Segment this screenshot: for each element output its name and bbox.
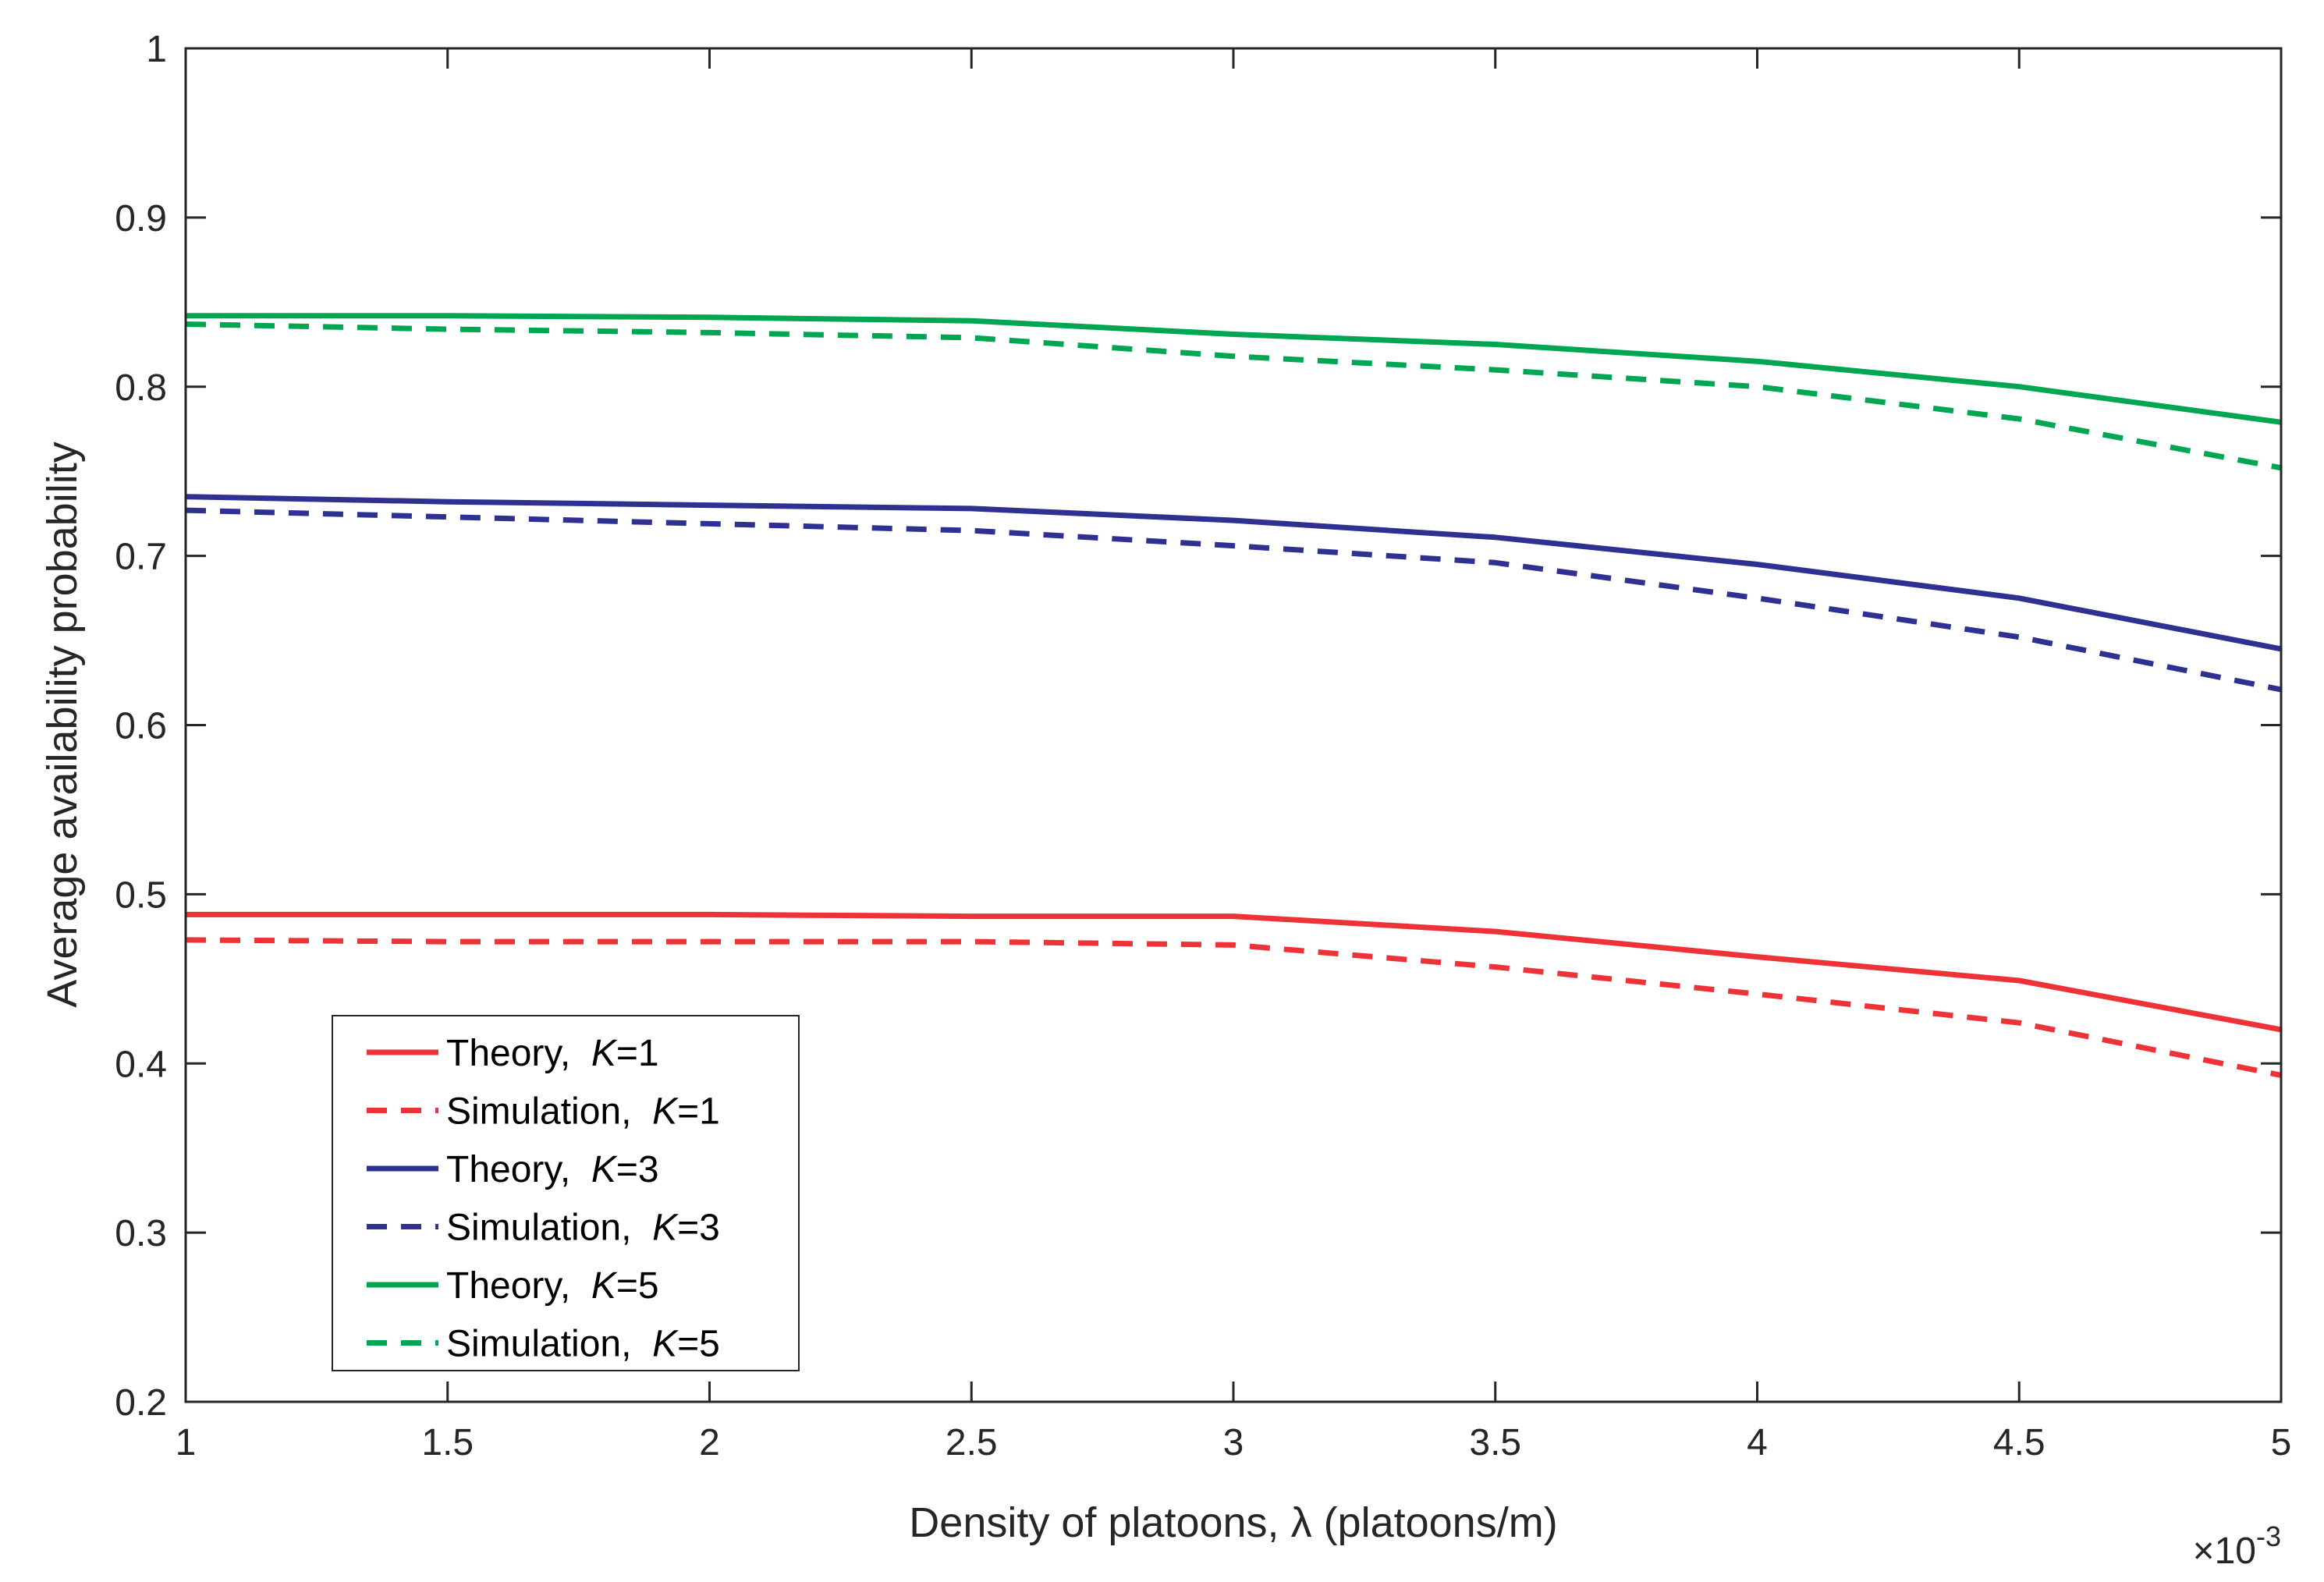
legend-k-symbol: K xyxy=(591,1265,618,1307)
y-tick-labels: 0.2 0.3 0.4 0.5 0.6 0.7 0.8 0.9 1 xyxy=(115,29,167,1424)
legend-separator: , xyxy=(560,1149,591,1190)
legend-k-number: 3 xyxy=(699,1208,720,1249)
legend-k-number: 3 xyxy=(638,1149,659,1190)
y-axis-label: Average availability probability xyxy=(39,442,86,1007)
y-tick-label: 0.5 xyxy=(115,874,167,916)
series-line-theory-k5 xyxy=(186,313,2282,425)
legend-separator: , xyxy=(621,1324,652,1365)
y-tick-label: 0.6 xyxy=(115,706,167,747)
x-tick-label: 3 xyxy=(1223,1422,1244,1463)
legend-k-value: = xyxy=(616,1149,638,1190)
x-tick-label: 2.5 xyxy=(946,1422,998,1463)
legend-k-number: 1 xyxy=(699,1091,720,1133)
legend-label: Simulation, K=5 xyxy=(446,1324,720,1365)
legend-k-symbol: K xyxy=(652,1208,679,1249)
legend-k-value: = xyxy=(677,1324,699,1365)
x-tick-label: 3.5 xyxy=(1469,1422,1521,1463)
y-tick-label: 0.3 xyxy=(115,1213,167,1254)
legend-series-name: Simulation xyxy=(446,1324,621,1365)
y-tick-label: 0.4 xyxy=(115,1044,167,1085)
y-tick-label: 0.8 xyxy=(115,367,167,409)
legend-label: Simulation, K=1 xyxy=(446,1091,720,1133)
legend-separator: , xyxy=(621,1091,652,1133)
series-line-theory-k1 xyxy=(186,911,2282,1033)
legend-box xyxy=(332,1015,800,1371)
x-tick-label: 5 xyxy=(2271,1422,2292,1463)
x-tick-labels: 1 1.5 2 2.5 3 3.5 4 4.5 5 xyxy=(176,1422,2292,1463)
y-tick-label: 0.7 xyxy=(115,537,167,578)
legend-label: Theory, K=3 xyxy=(446,1149,659,1190)
legend-series-name: Theory xyxy=(446,1033,562,1074)
y-tick-label: 1 xyxy=(146,29,167,70)
legend-k-value: = xyxy=(616,1265,638,1307)
x-tick-label: 4.5 xyxy=(1993,1422,2045,1463)
legend-k-symbol: K xyxy=(652,1091,679,1133)
series-line-simulation-k3 xyxy=(185,507,2282,693)
legend-separator: , xyxy=(621,1208,652,1249)
legend-separator: , xyxy=(560,1033,591,1074)
legend-label: Theory, K=1 xyxy=(446,1033,659,1074)
series-line-theory-k3 xyxy=(185,494,2282,652)
x-exponent-power: -3 xyxy=(2256,1520,2281,1552)
legend-series-name: Simulation xyxy=(446,1091,621,1133)
legend-k-symbol: K xyxy=(591,1033,618,1074)
legend-k-number: 5 xyxy=(638,1265,659,1307)
x-tick-label: 4 xyxy=(1747,1422,1768,1463)
legend-series-name: Theory xyxy=(446,1149,562,1190)
legend-series-name: Theory xyxy=(446,1265,562,1307)
legend-separator: , xyxy=(560,1265,591,1307)
legend-k-value: = xyxy=(677,1091,699,1133)
legend-k-value: = xyxy=(677,1208,699,1249)
series-line-simulation-k1 xyxy=(185,937,2282,1078)
y-tick-label: 0.9 xyxy=(115,198,167,239)
x-axis-exponent: ×10-3 xyxy=(2193,1520,2281,1572)
legend-k-number: 5 xyxy=(699,1324,720,1365)
legend-k-symbol: K xyxy=(591,1149,618,1190)
x-tick-label: 1.5 xyxy=(421,1422,474,1463)
legend-k-value: = xyxy=(616,1033,638,1074)
x-axis-label: Density of platoons, λ (platoons/m) xyxy=(909,1499,1557,1546)
series-lines xyxy=(185,313,2282,1078)
legend-label: Theory, K=5 xyxy=(446,1265,659,1307)
legend-series-name: Simulation xyxy=(446,1208,621,1249)
legend-k-number: 1 xyxy=(638,1033,659,1074)
legend-k-symbol: K xyxy=(652,1324,679,1365)
x-tick-label: 1 xyxy=(176,1422,197,1463)
x-exponent-base: ×10 xyxy=(2193,1531,2256,1572)
series-line-simulation-k5 xyxy=(185,321,2282,471)
x-tick-label: 2 xyxy=(699,1422,720,1463)
y-tick-label: 0.2 xyxy=(115,1382,167,1424)
legend-label: Simulation, K=3 xyxy=(446,1208,720,1249)
plot-frame xyxy=(184,47,2283,1403)
